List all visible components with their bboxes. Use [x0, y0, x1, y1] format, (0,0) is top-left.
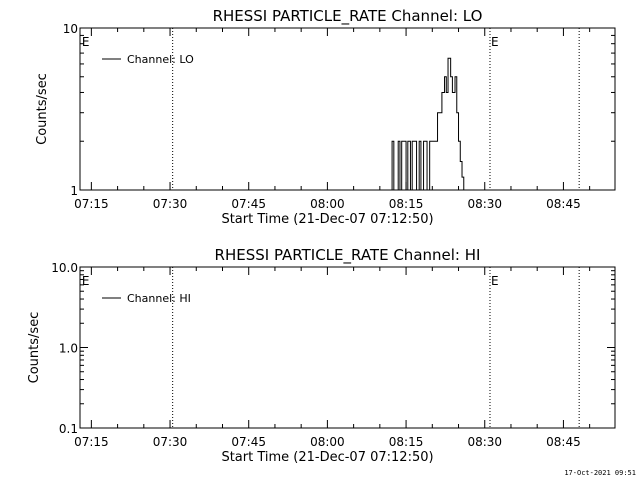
plot-hi-xtick-label: 07:45	[231, 435, 266, 449]
footer-timestamp: 17-Oct-2021 09:51	[564, 469, 636, 477]
plot-lo-xtick-label: 07:30	[153, 197, 188, 211]
plot-hi-ytick-label: 10.0	[51, 261, 78, 275]
plot-hi-xtick-label: 08:15	[389, 435, 424, 449]
plot-hi-xtick-label: 08:30	[467, 435, 502, 449]
plot-hi-xtick-label: 07:15	[74, 435, 109, 449]
plot-lo-annotation-e: E	[491, 35, 499, 49]
plot-hi-xlabel: Start Time (21-Dec-07 07:12:50)	[221, 450, 433, 465]
plot-lo-xtick-label: 08:45	[546, 197, 581, 211]
plot-lo-annotation-e: E	[82, 35, 90, 49]
plot-hi-annotation-e: E	[491, 274, 499, 288]
plot-lo-ytick-label: 1	[70, 184, 78, 198]
plot-lo-xtick-label: 08:00	[310, 197, 345, 211]
plot-lo-xtick-label: 08:30	[467, 197, 502, 211]
plot-hi-xtick-label: 08:45	[546, 435, 581, 449]
plot-hi-ylabel: Counts/sec	[27, 312, 42, 384]
plot-hi-title: RHESSI PARTICLE_RATE Channel: HI	[215, 246, 481, 265]
plot-lo-xtick-label: 07:45	[231, 197, 266, 211]
plot-lo-legend-label: Channel: LO	[127, 53, 194, 66]
plot-hi-legend-label: Channel: HI	[127, 292, 191, 305]
plot-lo-frame	[79, 27, 616, 191]
plot-hi-annotation-e: E	[82, 274, 90, 288]
plot-lo-xlabel: Start Time (21-Dec-07 07:12:50)	[221, 212, 433, 227]
plot-lo-ytick-label: 10	[63, 22, 78, 36]
plot-lo-xtick-label: 07:15	[74, 197, 109, 211]
plot-lo-ylabel: Counts/sec	[35, 73, 50, 145]
plot-hi-xtick-label: 08:00	[310, 435, 345, 449]
plot-hi-xtick-label: 07:30	[153, 435, 188, 449]
plot-lo-series-line	[389, 57, 465, 191]
plot-hi-ytick-label: 1.0	[59, 342, 78, 356]
plot-hi-ytick-label: 0.1	[59, 422, 78, 436]
plot-lo-title: RHESSI PARTICLE_RATE Channel: LO	[213, 7, 483, 26]
plot-lo-xtick-label: 08:15	[389, 197, 424, 211]
